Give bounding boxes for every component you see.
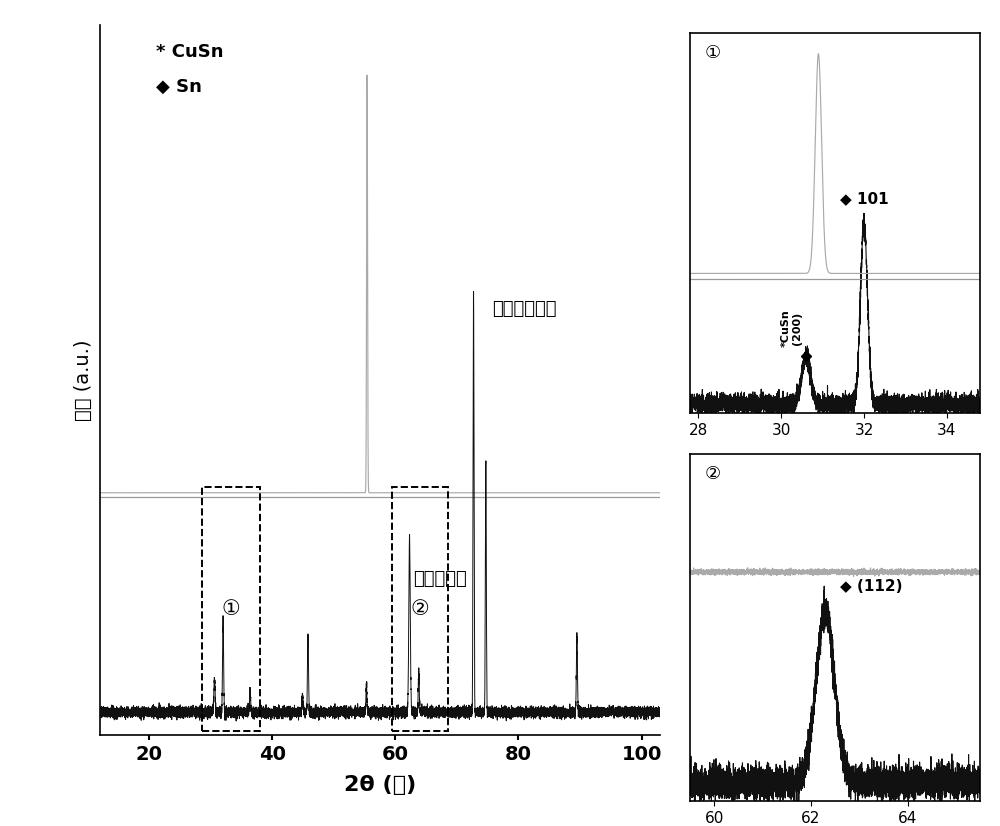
- Text: 多向铜阀锡: 多向铜阀锡: [414, 570, 467, 588]
- Bar: [202, 487, 260, 731]
- Text: ◆ (112): ◆ (112): [840, 579, 902, 594]
- Text: 单取向铜阀锡: 单取向铜阀锡: [492, 300, 556, 318]
- X-axis label: 2θ (度): 2θ (度): [344, 775, 416, 795]
- Text: ①: ①: [221, 599, 240, 619]
- Text: *CuSn
(200): *CuSn (200): [781, 310, 802, 348]
- Text: ②: ②: [411, 599, 429, 619]
- Text: ①: ①: [704, 45, 721, 63]
- Y-axis label: 强度 (a.u.): 强度 (a.u.): [74, 339, 93, 420]
- Bar: [392, 487, 448, 731]
- Text: * CuSn: * CuSn: [156, 42, 224, 60]
- Text: ◆ Sn: ◆ Sn: [156, 78, 202, 96]
- Text: ◆ 101: ◆ 101: [840, 192, 888, 206]
- Text: ②: ②: [704, 465, 721, 482]
